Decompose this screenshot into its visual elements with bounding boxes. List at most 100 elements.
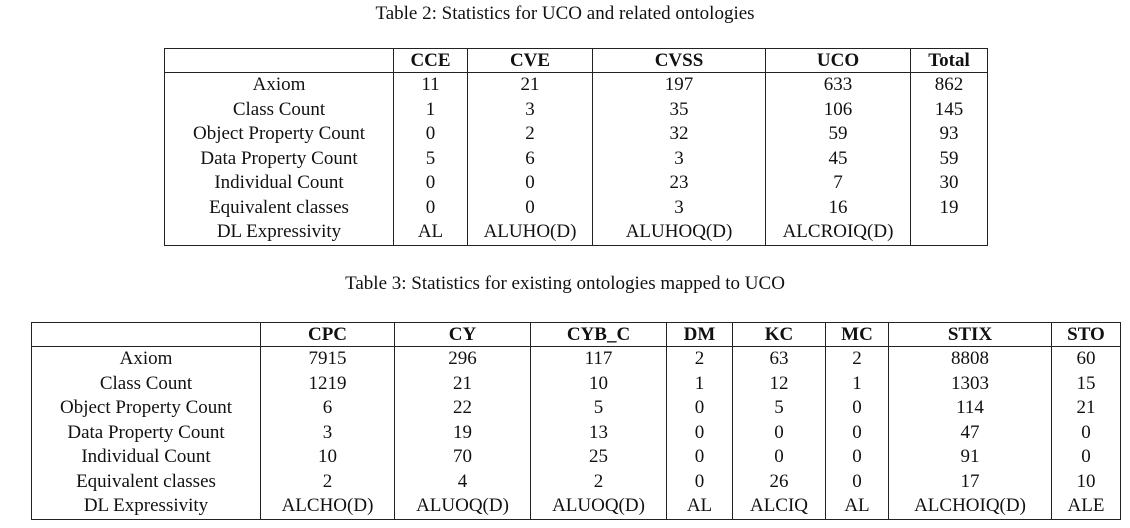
empty-cell [910,220,988,245]
column-header: CVSS [592,48,766,73]
row-label: Object Property Count [31,396,261,421]
table-cell: 3 [467,97,593,122]
column-header: Total [910,48,988,73]
table-cell: 0 [467,171,593,196]
table-cell: 35 [592,97,766,122]
table-row: Individual Count 10 70 25 0 0 0 91 0 [31,445,1121,470]
table-cell: AL [825,494,889,519]
table-cell: 2 [467,122,593,147]
data-table: CPC CY CYB_C DM KC MC STIX STO Axiom 7915 296 117 2 6… [31,322,1121,520]
table-cell: 3 [592,146,766,171]
table-cell: 2 [530,469,667,494]
table-cell: ALCHOIQ(D) [888,494,1052,519]
table-cell: ALUHOQ(D) [592,220,766,245]
table-cell: 1219 [260,371,395,396]
table-row: Axiom 11 21 197 633 862 [164,72,988,98]
column-header: KC [732,322,826,347]
column-header: CYB_C [530,322,667,347]
column-header: CY [394,322,531,347]
table-cell: 13 [530,420,667,445]
table-cell: 2 [260,469,395,494]
table-row: DL Expressivity AL ALUHO(D) ALUHOQ(D) ALCROI… [164,220,988,245]
table-cell: 0 [666,469,733,494]
table-cell: 0 [1051,420,1121,445]
table-cell: 5 [393,146,468,171]
table-cell: 22 [394,396,531,421]
header-row: CPC CY CYB_C DM KC MC STIX STO [31,322,1121,347]
table-cell: 21 [1051,396,1121,421]
table-cell: 17 [888,469,1052,494]
table-cell: 91 [888,445,1052,470]
table-cell: 32 [592,122,766,147]
table-cell: 3 [592,195,766,220]
row-label: Data Property Count [31,420,261,445]
table-cell: 6 [260,396,395,421]
table-cell: 11 [393,72,468,98]
table-cell: 93 [910,122,988,147]
row-label: Class Count [164,97,394,122]
row-label: Data Property Count [164,146,394,171]
table-cell: 15 [1051,371,1121,396]
table-cell: 21 [467,72,593,98]
table-cell: 3 [260,420,395,445]
table-row: DL Expressivity ALCHO(D) ALUOQ(D) ALUOQ(D) A… [31,494,1121,519]
table-cell: 1 [825,371,889,396]
table-row: Object Property Count 0 2 32 59 93 [164,122,988,147]
row-label: Equivalent classes [164,195,394,220]
table-row: Individual Count 0 0 23 7 30 [164,171,988,196]
table-cell: 7 [765,171,911,196]
table-cell: 60 [1051,346,1121,372]
table-row: Class Count 1219 21 10 1 12 1 1303 15 [31,371,1121,396]
table-cell: ALUOQ(D) [394,494,531,519]
table-cell: ALCHO(D) [260,494,395,519]
table-cell: 59 [765,122,911,147]
row-label: DL Expressivity [31,494,261,519]
table-cell: ALCROIQ(D) [765,220,911,245]
table-cell: 2 [666,346,733,372]
table-cell: 114 [888,396,1052,421]
table-cell: 0 [825,396,889,421]
table-cell: 0 [393,122,468,147]
table-cell: 5 [732,396,826,421]
header-cell [164,48,394,73]
table-row: Equivalent classes 2 4 2 0 26 0 17 10 [31,469,1121,494]
row-label: Axiom [31,346,261,372]
table-cell: 0 [1051,445,1121,470]
table-cell: 45 [765,146,911,171]
table-cell: 0 [666,396,733,421]
table-cell: 19 [394,420,531,445]
table-cell: 0 [825,445,889,470]
row-label: Equivalent classes [31,469,261,494]
table-cell: 0 [666,420,733,445]
table-cell: 7915 [260,346,395,372]
table-cell: 26 [732,469,826,494]
table-cell: 25 [530,445,667,470]
table-row: Data Property Count 3 19 13 0 0 0 47 0 [31,420,1121,445]
table-row: Class Count 1 3 35 106 145 [164,97,988,122]
table-row: Axiom 7915 296 117 2 63 2 8808 60 [31,346,1121,372]
column-header: CPC [260,322,395,347]
header-cell [31,322,261,347]
table-cell: 296 [394,346,531,372]
table-cell: 0 [666,445,733,470]
table-cell: ALUHO(D) [467,220,593,245]
table-cell: 0 [825,420,889,445]
table-cell: 2 [825,346,889,372]
table-cell: AL [666,494,733,519]
row-label: Class Count [31,371,261,396]
table-cell: 0 [393,171,468,196]
table-cell: 59 [910,146,988,171]
row-label: Axiom [164,72,394,98]
column-header: STO [1051,322,1121,347]
column-header: CVE [467,48,593,73]
table-caption: Table 2: Statistics for UCO and related … [375,3,755,24]
table-cell: 30 [910,171,988,196]
table-row: Object Property Count 6 22 5 0 5 0 114 21 [31,396,1121,421]
data-table: CCE CVE CVSS UCO Total Axiom 11 21 197 633 862 Clas… [164,48,988,246]
table-cell: 4 [394,469,531,494]
column-header: CCE [393,48,468,73]
table-cell: 5 [530,396,667,421]
table-cell: 47 [888,420,1052,445]
row-label: Object Property Count [164,122,394,147]
